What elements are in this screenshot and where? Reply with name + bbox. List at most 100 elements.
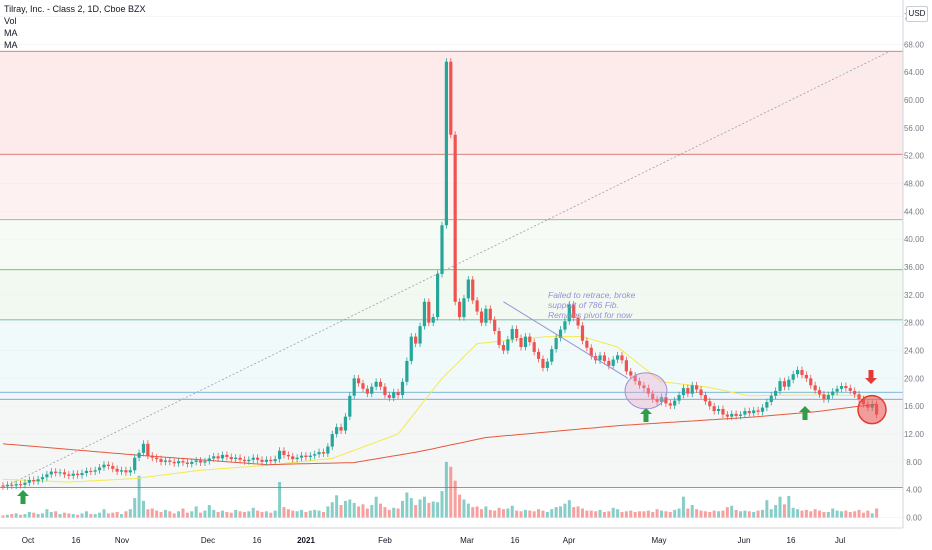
volume-bar xyxy=(32,512,36,518)
fib-band xyxy=(0,219,903,270)
candle xyxy=(826,391,830,403)
candle xyxy=(10,481,14,490)
candle xyxy=(738,411,743,420)
candle xyxy=(633,372,637,385)
candle xyxy=(637,377,642,389)
price-tick-label: 32.00 xyxy=(904,291,925,300)
volume-bar xyxy=(177,511,181,518)
candle xyxy=(831,388,835,399)
candle-body xyxy=(787,379,791,387)
volume-bar xyxy=(203,510,207,518)
candle xyxy=(501,341,506,354)
volume-bar xyxy=(760,509,764,518)
candle-body xyxy=(528,336,532,343)
volume-bar xyxy=(497,507,501,518)
candle-body xyxy=(220,454,225,459)
price-tick-label: 36.00 xyxy=(904,263,925,272)
volume-bar xyxy=(431,501,435,518)
candle xyxy=(84,467,89,477)
candle-body xyxy=(475,300,479,312)
drawings xyxy=(17,301,887,504)
candle xyxy=(27,476,31,487)
candle-body xyxy=(536,351,541,359)
candle-body xyxy=(5,484,9,487)
candle-body xyxy=(414,336,418,344)
candle-body xyxy=(172,461,176,464)
volume-bar xyxy=(598,509,602,518)
candle xyxy=(712,402,716,415)
volume-bar xyxy=(379,503,383,518)
candle-body xyxy=(58,472,62,474)
candle-body xyxy=(10,484,14,486)
volume-bar xyxy=(506,508,510,518)
candle-body xyxy=(616,355,620,360)
candle xyxy=(616,351,620,364)
arrow-up-icon xyxy=(17,490,29,504)
volume-bar xyxy=(247,511,251,518)
candle xyxy=(159,455,163,466)
symbol-title[interactable]: Tilray, Inc. - Class 2, 1D, Cboe BZX xyxy=(4,4,146,14)
chart-annotation[interactable]: Failed to retrace, broke support of 786 … xyxy=(548,290,635,320)
candle xyxy=(765,398,769,412)
candle xyxy=(484,305,488,327)
volume-bar xyxy=(365,508,369,518)
volume-bar xyxy=(782,504,786,518)
volume-bar xyxy=(295,511,299,518)
volume-bar xyxy=(835,510,839,518)
candle-body xyxy=(523,336,528,348)
volume-bar xyxy=(475,506,479,518)
candle xyxy=(198,457,203,467)
volume-bar xyxy=(769,509,773,518)
volume-bar xyxy=(703,511,707,518)
candle xyxy=(457,298,462,321)
candle xyxy=(479,308,484,327)
volume-bar xyxy=(655,509,659,518)
candle-body xyxy=(804,374,808,379)
candle-body xyxy=(422,301,427,327)
candle xyxy=(585,337,589,352)
candle-body xyxy=(607,360,611,366)
volume-bar xyxy=(19,514,23,518)
ma-indicator-label[interactable]: MA xyxy=(4,28,18,38)
volume-bar xyxy=(804,509,808,518)
volume-bar xyxy=(519,511,523,518)
volume-bar xyxy=(848,511,852,518)
vol-indicator-label[interactable]: Vol xyxy=(4,16,17,26)
candle-body xyxy=(392,392,396,398)
time-tick-label: 16 xyxy=(787,536,796,545)
volume-bar xyxy=(238,511,242,518)
candle xyxy=(611,356,615,370)
candle-body xyxy=(659,397,664,403)
volume-bar xyxy=(708,511,712,518)
volume-bar xyxy=(822,511,826,518)
candle xyxy=(14,480,18,490)
volume-bar xyxy=(550,509,554,518)
volume-bar xyxy=(317,510,321,518)
candle-body xyxy=(400,381,405,396)
volume-bar xyxy=(844,510,848,518)
candle xyxy=(558,326,563,342)
volume-bar xyxy=(541,510,545,518)
annotation-line xyxy=(503,301,629,379)
candle-body xyxy=(256,457,260,460)
time-tick-label: 16 xyxy=(72,536,81,545)
candle xyxy=(844,382,848,392)
volume-bar xyxy=(150,508,154,518)
volume-bar xyxy=(739,511,743,518)
currency-button[interactable]: USD xyxy=(906,6,928,22)
candle xyxy=(545,358,549,372)
candle xyxy=(853,387,857,398)
candle-body xyxy=(795,370,800,375)
price-tick-label: 48.00 xyxy=(904,179,925,188)
candle-body xyxy=(339,427,343,431)
candle-body xyxy=(365,388,369,394)
volume-bar xyxy=(93,514,97,518)
fib-band xyxy=(0,154,903,220)
ma-indicator-label-2[interactable]: MA xyxy=(4,40,18,50)
price-tick-label: 24.00 xyxy=(904,347,925,356)
volume-bar xyxy=(629,510,633,518)
volume-bar xyxy=(462,499,466,518)
candle-body xyxy=(356,378,361,384)
candle xyxy=(308,452,312,461)
